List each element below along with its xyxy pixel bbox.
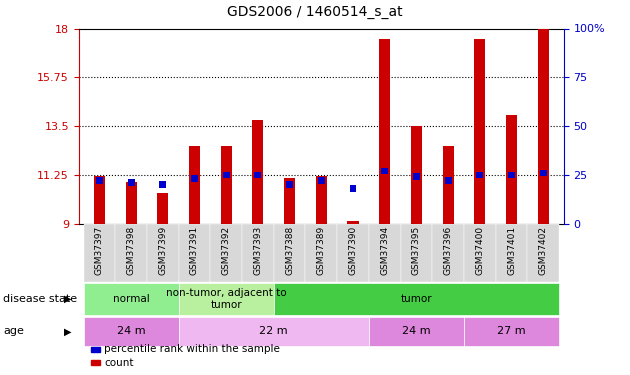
Text: GSM37402: GSM37402 [539, 226, 547, 275]
FancyBboxPatch shape [306, 224, 337, 282]
Text: GSM37393: GSM37393 [253, 226, 262, 275]
FancyBboxPatch shape [147, 224, 179, 282]
Text: GSM37392: GSM37392 [222, 226, 231, 275]
FancyBboxPatch shape [369, 317, 464, 346]
Bar [411, 126, 422, 224]
Bar [191, 176, 198, 182]
Text: tumor: tumor [401, 294, 432, 304]
Text: disease state: disease state [3, 294, 77, 304]
FancyBboxPatch shape [84, 317, 179, 346]
Bar [189, 146, 200, 224]
Bar [445, 177, 452, 184]
Bar [316, 176, 327, 224]
Text: 22 m: 22 m [260, 327, 288, 336]
Text: 24 m: 24 m [402, 327, 431, 336]
Bar [159, 181, 166, 188]
FancyBboxPatch shape [496, 224, 527, 282]
Text: age: age [3, 327, 24, 336]
Text: GSM37401: GSM37401 [507, 226, 516, 275]
Bar [222, 171, 230, 178]
Bar [318, 177, 325, 184]
Text: GSM37396: GSM37396 [444, 226, 452, 275]
FancyBboxPatch shape [179, 283, 274, 315]
Text: normal: normal [113, 294, 149, 304]
Text: count: count [104, 358, 134, 368]
Text: ▶: ▶ [64, 327, 71, 336]
FancyBboxPatch shape [432, 224, 464, 282]
Bar [506, 115, 517, 224]
FancyBboxPatch shape [464, 317, 559, 346]
Text: GSM37390: GSM37390 [348, 226, 357, 275]
Bar [96, 177, 103, 184]
FancyBboxPatch shape [527, 224, 559, 282]
FancyBboxPatch shape [179, 224, 210, 282]
Bar [379, 39, 390, 224]
Bar [128, 179, 135, 186]
Text: ▶: ▶ [64, 294, 71, 304]
Bar [348, 221, 358, 224]
Text: non-tumor, adjacent to
tumor: non-tumor, adjacent to tumor [166, 288, 287, 310]
Bar [125, 182, 137, 224]
FancyBboxPatch shape [274, 283, 559, 315]
Text: GSM37399: GSM37399 [158, 226, 168, 275]
Bar [474, 39, 485, 224]
Bar [255, 171, 261, 178]
Bar [286, 181, 293, 188]
Bar [220, 146, 232, 224]
FancyBboxPatch shape [210, 224, 242, 282]
FancyBboxPatch shape [274, 224, 306, 282]
Bar [253, 120, 263, 224]
Text: GSM37398: GSM37398 [127, 226, 135, 275]
Bar [508, 171, 515, 178]
Text: GSM37395: GSM37395 [412, 226, 421, 275]
Text: 27 m: 27 m [497, 327, 526, 336]
Text: 24 m: 24 m [117, 327, 146, 336]
Bar [381, 168, 388, 174]
FancyBboxPatch shape [242, 224, 274, 282]
Bar [540, 170, 547, 176]
Bar [443, 146, 454, 224]
Bar [537, 28, 549, 224]
FancyBboxPatch shape [464, 224, 496, 282]
FancyBboxPatch shape [179, 317, 369, 346]
Bar [476, 171, 483, 178]
Text: GSM37400: GSM37400 [475, 226, 484, 275]
Text: GSM37389: GSM37389 [317, 226, 326, 275]
Text: percentile rank within the sample: percentile rank within the sample [104, 344, 280, 354]
Bar [413, 174, 420, 180]
FancyBboxPatch shape [84, 283, 179, 315]
Text: GSM37394: GSM37394 [381, 226, 389, 275]
Text: GSM37397: GSM37397 [95, 226, 104, 275]
Bar [350, 185, 357, 192]
FancyBboxPatch shape [115, 224, 147, 282]
Text: GDS2006 / 1460514_s_at: GDS2006 / 1460514_s_at [227, 4, 403, 19]
Bar [94, 176, 105, 224]
Bar [284, 178, 295, 224]
Bar [158, 193, 168, 224]
FancyBboxPatch shape [84, 224, 115, 282]
FancyBboxPatch shape [337, 224, 369, 282]
Text: GSM37391: GSM37391 [190, 226, 199, 275]
Text: GSM37388: GSM37388 [285, 226, 294, 275]
FancyBboxPatch shape [401, 224, 432, 282]
FancyBboxPatch shape [369, 224, 401, 282]
